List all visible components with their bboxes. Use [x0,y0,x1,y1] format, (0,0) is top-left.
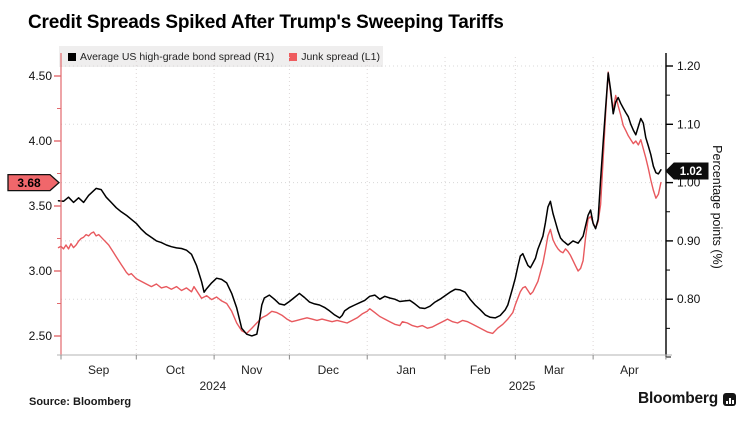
right-axis-tick-label: 1.10 [677,117,701,131]
right-axis-badge-value: 1.02 [680,166,702,178]
month-label: Dec [318,363,339,377]
legend: Average US high-grade bond spread (R1) J… [59,46,383,67]
left-axis-tick-label: 3.00 [29,264,53,278]
left-axis-tick-label: 2.50 [29,329,53,343]
month-label: Feb [470,363,491,377]
chart-title: Credit Spreads Spiked After Trump's Swee… [28,12,504,33]
month-label: Apr [620,363,639,377]
right-axis-tick-label: 1.20 [677,59,701,73]
legend-label-junk: Junk spread (L1) [301,50,380,63]
legend-swatch-junk [289,52,298,61]
legend-item-junk: Junk spread (L1) [289,51,380,63]
legend-swatch-high-grade [68,52,76,61]
legend-item-high-grade: Average US high-grade bond spread (R1) [68,51,274,63]
source-note: Source: Bloomberg [29,396,132,408]
bloomberg-terminal-icon [723,392,737,406]
month-label: Mar [544,363,565,377]
month-label: Jan [396,363,415,377]
left-axis-tick-label: 3.50 [29,199,53,213]
month-label: Oct [166,363,185,377]
right-axis-tick-label: 0.90 [677,234,701,248]
right-axis-title: Percentage points (%) [710,145,724,269]
left-axis-badge [7,173,60,192]
year-label: 2024 [200,379,227,393]
month-label: Sep [88,363,110,377]
left-axis-badge-value: 3.68 [17,176,41,190]
bloomberg-wordmark: Bloomberg [638,390,719,407]
brand: Bloomberg [638,390,737,408]
month-label: Nov [241,363,262,377]
year-label: 2025 [509,379,536,393]
right-axis-badge [665,162,709,180]
legend-label-high-grade: Average US high-grade bond spread (R1) [80,50,275,63]
left-axis-tick-label: 4.00 [29,134,53,148]
series-line-junk [57,71,662,335]
left-axis-tick-label: 4.50 [29,69,53,83]
series-line-high-grade [57,72,662,337]
right-axis-tick-label: 0.80 [677,292,701,306]
